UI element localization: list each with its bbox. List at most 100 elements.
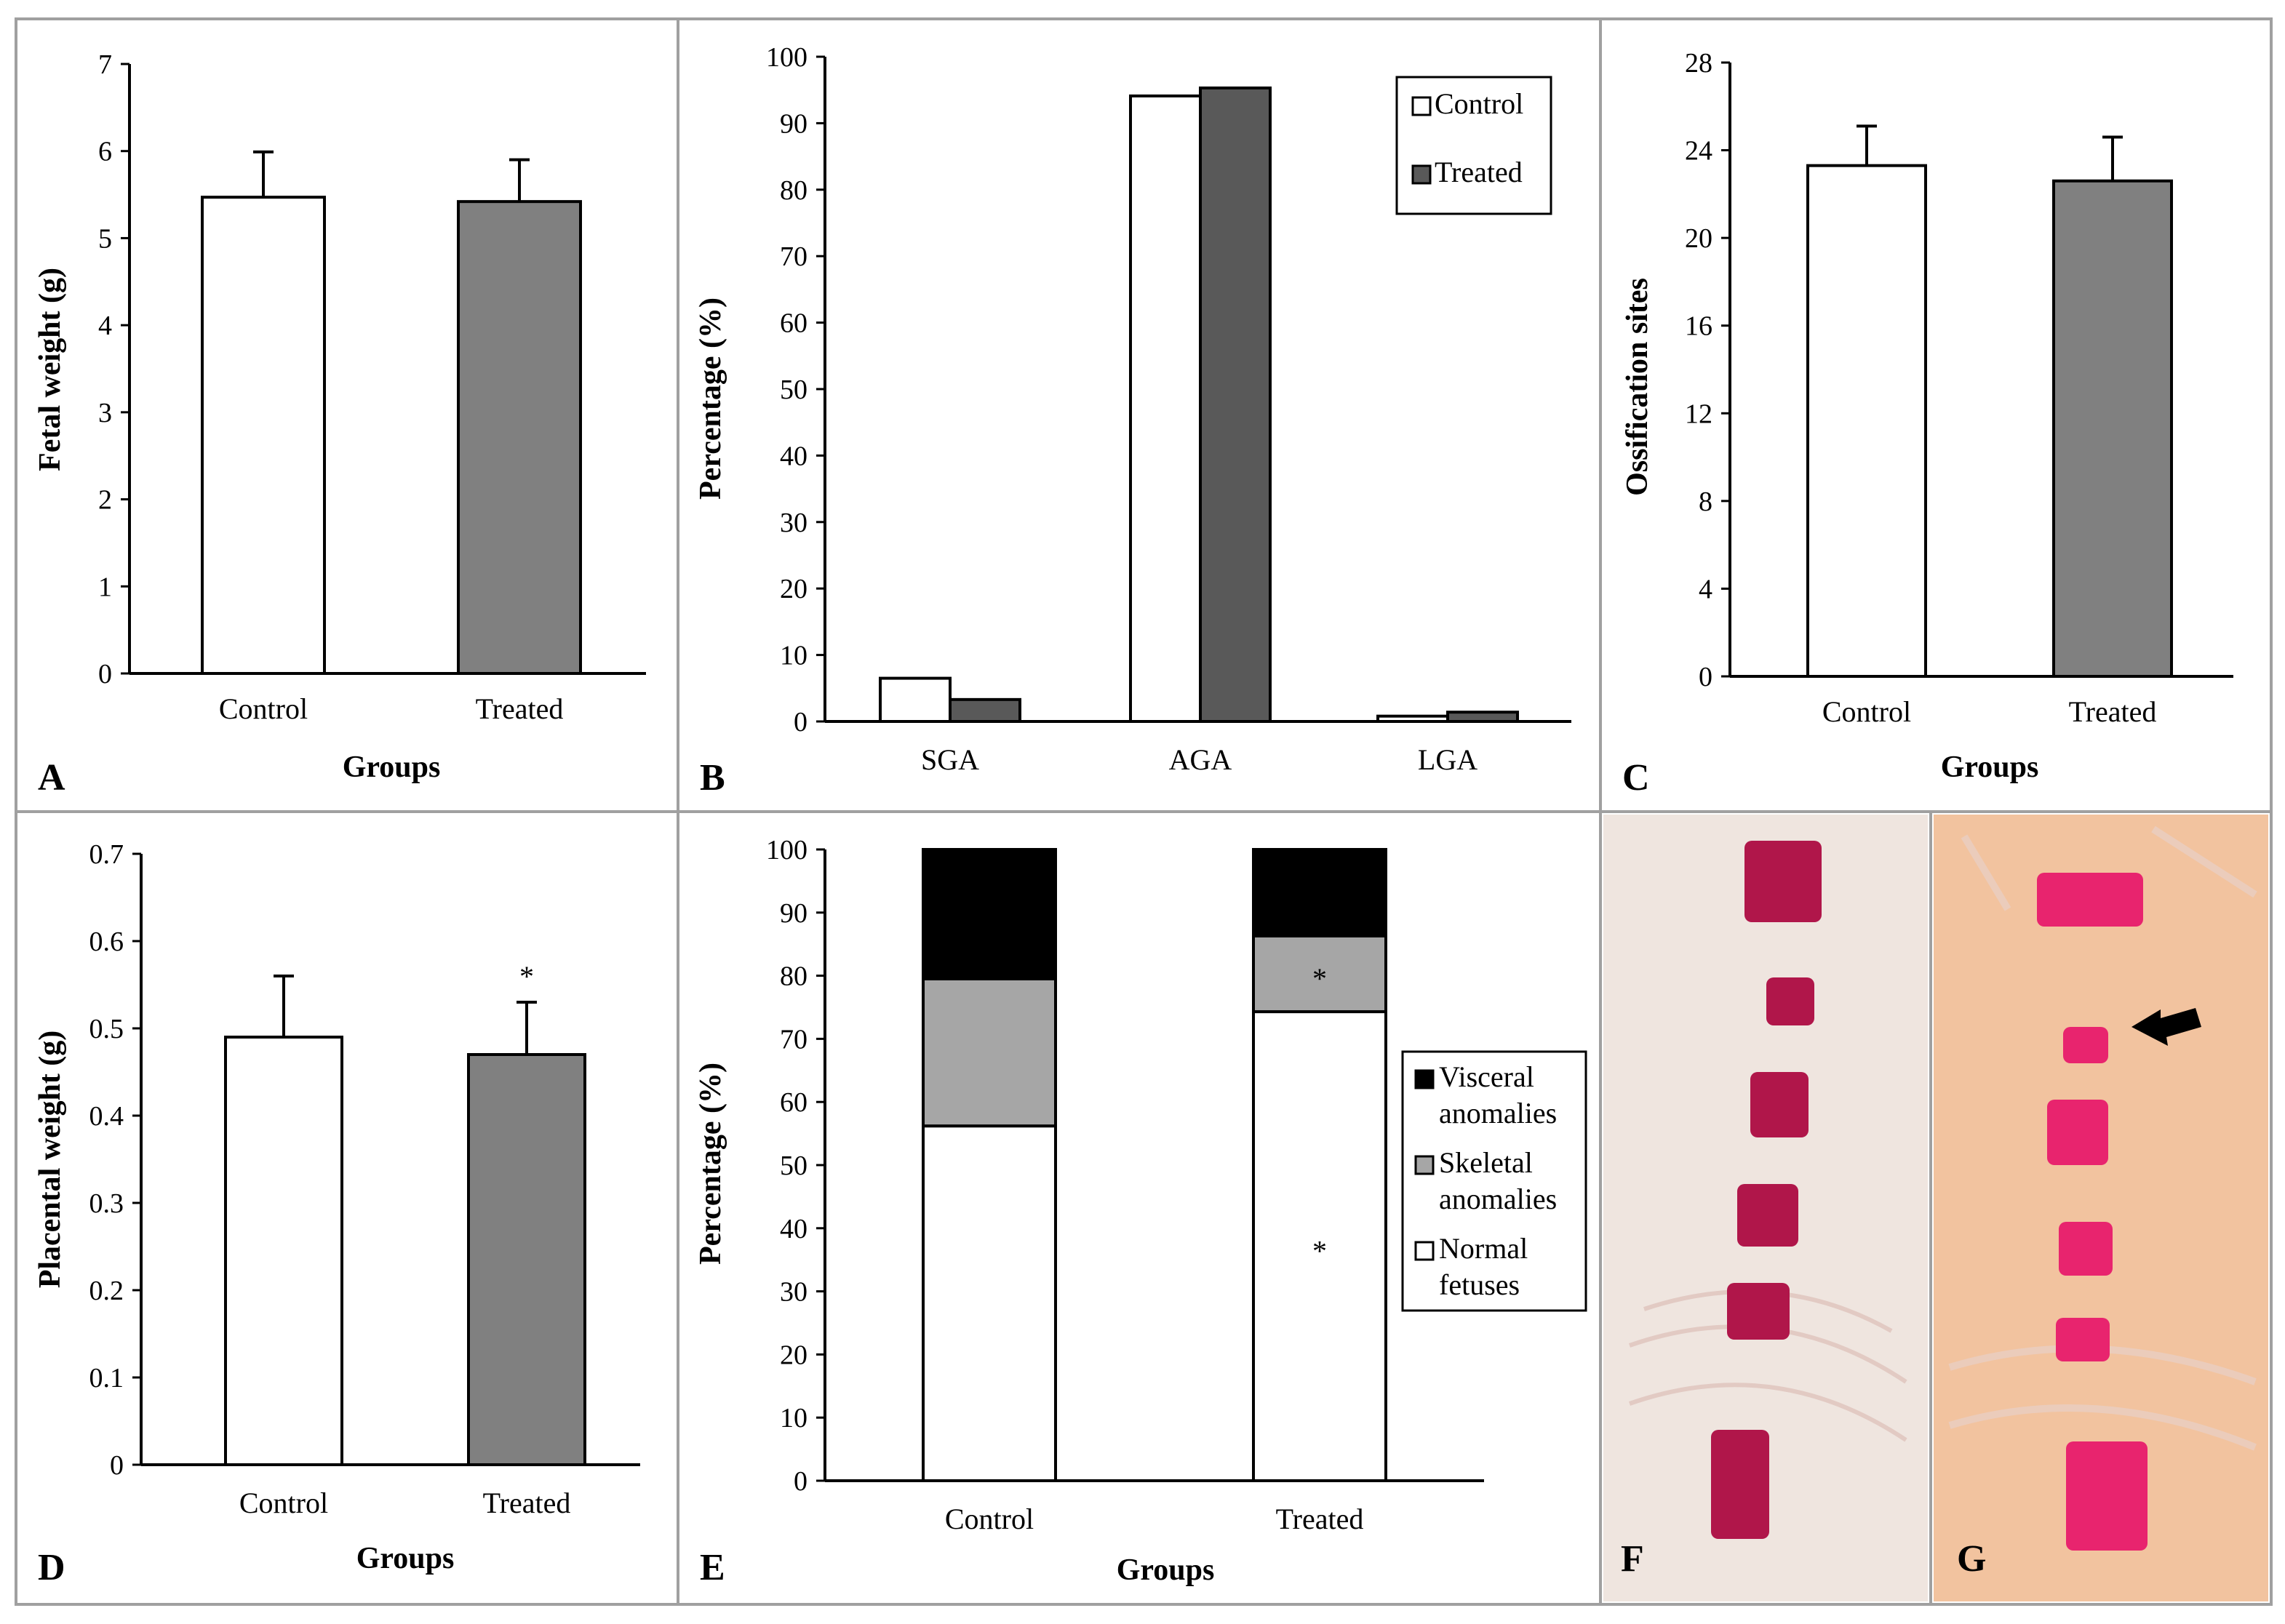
y-tick-label: 6 [98, 137, 112, 167]
segment-control-normal-fetuses [922, 1124, 1057, 1482]
y-tick-label: 60 [780, 1087, 807, 1118]
y-tick-label: 1 [98, 572, 112, 602]
x-tick-label-treated: Treated [476, 692, 564, 725]
y-tick-label: 0 [794, 707, 807, 737]
x-axis-label: Groups [1117, 1553, 1215, 1587]
y-tick-label: 4 [1699, 574, 1712, 604]
y-tick-label: 10 [780, 1403, 807, 1433]
arrow-icon [2132, 1008, 2201, 1046]
y-tick-label: 2 [98, 485, 112, 516]
chart-e: 0 10 20 30 40 50 60 70 80 90 100 Control * * Treated Gr… [694, 835, 1587, 1587]
y-tick-label: 0 [98, 659, 112, 689]
ossification-center [2037, 873, 2143, 927]
x-tick-label-lga: LGA [1418, 743, 1478, 776]
y-axis-label: Fetal weight (g) [33, 268, 67, 471]
legend-box [1401, 1050, 1587, 1312]
legend-swatch-control [1411, 96, 1432, 116]
ossification-center [2066, 1441, 2148, 1551]
y-axis-label: Percentage (%) [694, 1063, 727, 1265]
legend-label: anomalies [1439, 1097, 1557, 1129]
y-tick-label: 60 [780, 308, 807, 339]
y-tick-label: 0 [1699, 662, 1712, 692]
specimen-image-f [1603, 815, 1928, 1601]
bar-control [1806, 164, 1927, 678]
y-tick-label: 12 [1685, 399, 1712, 429]
x-axis-label: Groups [343, 751, 441, 784]
y-tick-label: 0.2 [89, 1276, 124, 1306]
y-tick-label: 40 [780, 1214, 807, 1244]
bar-lga-control [1376, 714, 1449, 723]
legend-swatch [1414, 1155, 1435, 1175]
panel-letter-e: E [700, 1547, 725, 1588]
tissue-lines-g [1948, 825, 2257, 1451]
x-axis-label: Groups [356, 1542, 455, 1575]
chart-a: 0 1 2 3 4 5 6 7 Control Treated Groups Fetal weight… [33, 49, 646, 784]
panel-letter-f: F [1621, 1538, 1644, 1580]
y-tick-label: 20 [780, 574, 807, 604]
legend-swatch-treated [1411, 164, 1432, 185]
segment-treated-visceral-anomalies [1252, 848, 1387, 937]
y-tick-label: 70 [780, 241, 807, 272]
y-tick-label: 100 [766, 42, 807, 73]
segment-control-skeletal-anomalies [922, 977, 1057, 1128]
panel-letter-g: G [1957, 1538, 1986, 1580]
ossification-center [2059, 1222, 2113, 1276]
bar-aga-control [1129, 94, 1202, 723]
y-tick-label: 20 [1685, 223, 1712, 254]
y-tick-label: 0 [794, 1466, 807, 1497]
ossification-center [1727, 1283, 1790, 1340]
y-tick-label: 90 [780, 108, 807, 139]
bar-treated [467, 1053, 586, 1466]
x-tick-label-control: Control [219, 692, 308, 725]
y-axis-label: Ossification sites [1621, 278, 1654, 496]
legend-label-treated: Treated [1435, 156, 1523, 188]
bar-control [224, 1036, 343, 1466]
ossification-center [2047, 1100, 2108, 1165]
legend-swatch [1414, 1241, 1435, 1261]
ossification-center [1711, 1430, 1769, 1539]
y-tick-label: 7 [98, 49, 112, 80]
panel-letter-a: A [38, 757, 65, 799]
y-tick-label: 30 [780, 1277, 807, 1308]
y-tick-label: 30 [780, 508, 807, 538]
ossification-center [1750, 1072, 1809, 1137]
y-tick-label: 3 [98, 398, 112, 428]
panel-letter-d: D [38, 1547, 65, 1588]
panel-letter-c: C [1622, 757, 1650, 799]
y-tick-label: 10 [780, 641, 807, 671]
legend: Control Treated [1395, 76, 1552, 215]
x-tick-label-treated: Treated [483, 1487, 571, 1519]
y-axis-label: Placental weight (g) [33, 1031, 67, 1289]
y-tick-label: 0.7 [89, 839, 124, 870]
y-tick-label: 0.4 [89, 1101, 124, 1132]
y-tick-label: 80 [780, 175, 807, 206]
y-tick-label: 70 [780, 1024, 807, 1055]
segment-control-visceral-anomalies [922, 848, 1057, 980]
x-tick-label-treated: Treated [2069, 695, 2157, 728]
legend-label-control: Control [1435, 87, 1523, 120]
legend: Visceral anomalies Skeletal anomalies Normal… [1401, 1050, 1587, 1312]
ossification-center [1766, 977, 1814, 1025]
ossification-center [1744, 841, 1822, 922]
y-tick-label: 50 [780, 1151, 807, 1181]
x-tick-label-sga: SGA [921, 743, 979, 776]
panel-frame-g [1929, 810, 2273, 1606]
y-tick-label: 24 [1685, 136, 1712, 167]
legend-swatch [1414, 1069, 1435, 1089]
y-tick-label: 20 [780, 1340, 807, 1370]
x-tick-label-treated: Treated [1276, 1503, 1364, 1535]
y-tick-label: 40 [780, 441, 807, 471]
x-tick-label-aga: AGA [1169, 743, 1232, 776]
legend-label: fetuses [1439, 1268, 1520, 1301]
significance-asterisk: * [1312, 962, 1327, 995]
y-tick-label: 5 [98, 223, 112, 254]
ossification-center [1737, 1184, 1798, 1247]
bar-treated [2052, 179, 2173, 678]
y-tick-label: 0.3 [89, 1188, 124, 1219]
y-tick-label: 28 [1685, 48, 1712, 79]
ossification-center [2063, 1027, 2108, 1063]
y-tick-label: 8 [1699, 487, 1712, 517]
legend-label: anomalies [1439, 1183, 1557, 1215]
y-tick-label: 4 [98, 311, 112, 341]
bar-lga-treated [1446, 711, 1519, 723]
